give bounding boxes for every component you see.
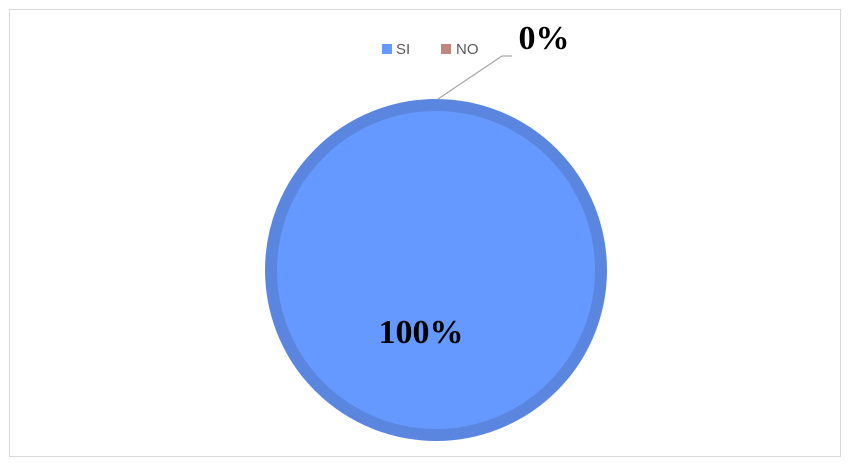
legend-label-si: SI xyxy=(396,41,410,58)
pie-slice-si xyxy=(265,99,607,441)
data-label-si: 100% xyxy=(379,314,464,351)
legend-label-no: NO xyxy=(456,41,479,58)
pie-slices xyxy=(265,99,607,441)
leader-line-no xyxy=(437,55,503,100)
legend-swatch-no xyxy=(441,44,451,54)
legend-swatch-si xyxy=(382,44,392,54)
legend: SI NO xyxy=(382,41,479,58)
data-label-no: 0% xyxy=(519,20,570,57)
